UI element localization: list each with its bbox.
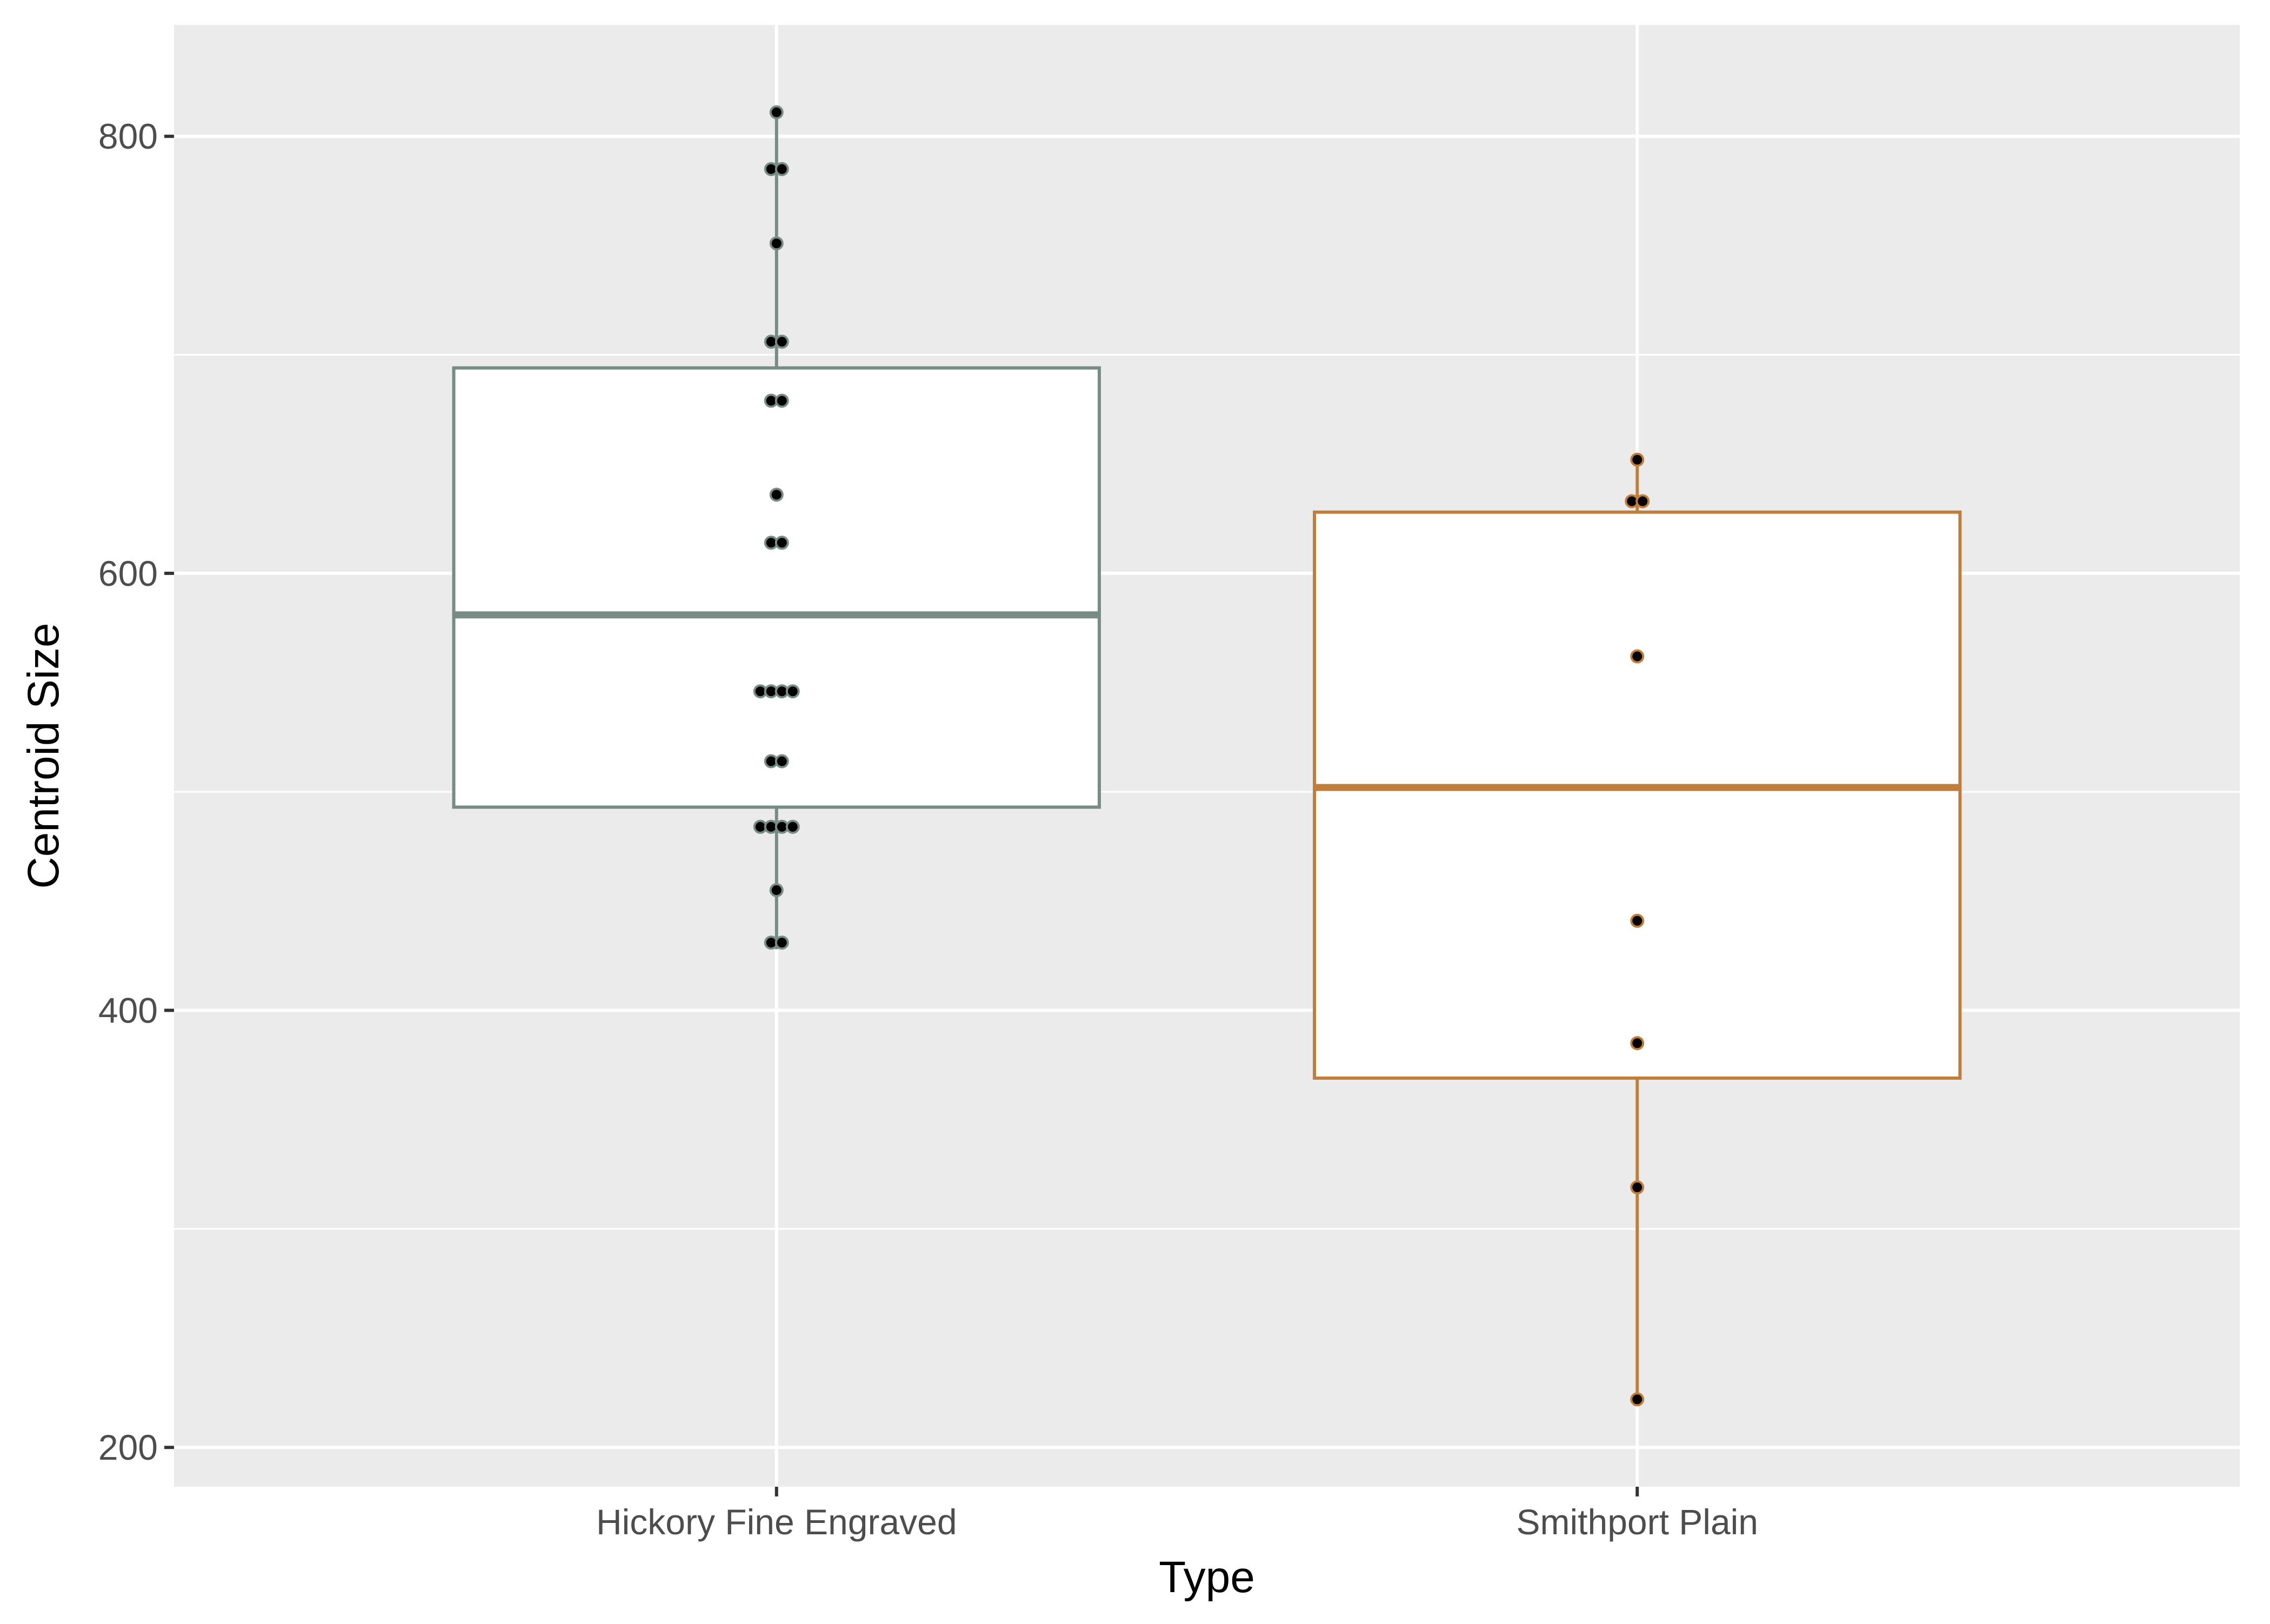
data-point <box>769 487 784 502</box>
y-axis-title: Centroid Size <box>19 623 68 888</box>
box <box>1313 510 1962 1080</box>
data-point <box>1630 649 1645 664</box>
data-point <box>1635 494 1650 509</box>
data-point <box>775 162 789 176</box>
y-tick-label: 400 <box>98 991 158 1031</box>
y-tick-label: 200 <box>98 1427 158 1467</box>
data-point <box>775 335 789 349</box>
data-point <box>775 754 789 768</box>
data-point <box>769 236 784 251</box>
boxes <box>452 112 1962 1400</box>
data-point <box>775 393 789 408</box>
data-point <box>1630 452 1645 467</box>
axes: 200 400 600 800 Hickory Fine Engraved Smithpo… <box>98 116 1758 1542</box>
x-tick-label: Smithport Plain <box>1516 1502 1758 1542</box>
data-point <box>1630 1180 1645 1195</box>
x-tick-label: Hickory Fine Engraved <box>596 1502 957 1542</box>
data-point <box>775 935 789 950</box>
y-tick-label: 600 <box>98 553 158 593</box>
data-point <box>1630 913 1645 928</box>
box <box>452 366 1101 809</box>
data-points <box>753 105 1650 1407</box>
data-point <box>1630 1036 1645 1051</box>
x-axis-title: Type <box>1159 1553 1255 1602</box>
y-tick-label: 800 <box>98 116 158 156</box>
data-point <box>769 105 784 119</box>
data-point <box>785 684 800 699</box>
data-point <box>1630 1392 1645 1407</box>
data-point <box>769 883 784 898</box>
data-point <box>775 536 789 550</box>
data-point <box>785 819 800 834</box>
